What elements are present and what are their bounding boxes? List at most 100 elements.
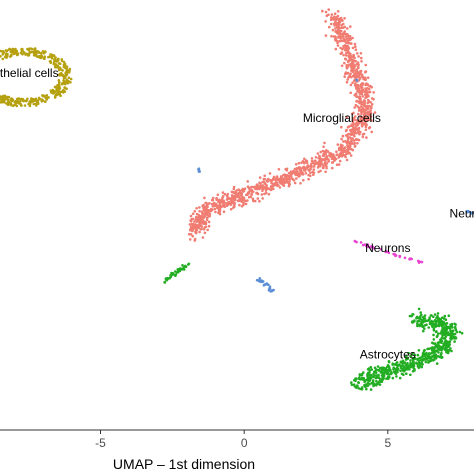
data-point	[57, 88, 60, 92]
data-point	[353, 93, 357, 97]
data-point	[353, 144, 357, 148]
data-point	[369, 388, 373, 391]
data-point	[325, 166, 328, 170]
data-point	[60, 68, 63, 71]
data-point	[352, 139, 356, 142]
data-point	[337, 19, 341, 23]
data-point	[205, 207, 208, 211]
data-point	[240, 198, 243, 201]
data-point	[365, 136, 368, 139]
data-point	[445, 327, 449, 330]
data-point	[352, 116, 356, 120]
data-point	[327, 159, 330, 163]
data-point	[238, 199, 241, 202]
data-point	[300, 172, 304, 176]
data-point	[189, 214, 193, 218]
data-point	[223, 205, 226, 209]
data-point	[32, 102, 36, 106]
data-point	[58, 62, 62, 65]
data-point	[366, 76, 370, 79]
data-point	[434, 324, 438, 328]
data-point	[353, 69, 356, 72]
data-point	[340, 29, 343, 33]
data-point	[341, 134, 345, 138]
data-point	[433, 342, 437, 345]
data-point	[386, 365, 389, 369]
data-point	[413, 353, 417, 357]
data-point	[398, 376, 402, 380]
data-point	[451, 330, 454, 333]
data-point	[346, 140, 349, 143]
cluster-endothelial-cells	[0, 47, 73, 108]
data-point	[310, 162, 313, 166]
data-point	[295, 167, 299, 170]
data-point	[338, 40, 341, 43]
data-point	[369, 376, 373, 380]
data-point	[364, 96, 367, 99]
data-point	[251, 197, 255, 200]
data-point	[343, 38, 347, 42]
data-point	[275, 175, 279, 178]
data-point	[268, 172, 272, 175]
data-point	[7, 95, 11, 99]
data-point	[335, 150, 338, 153]
data-point	[54, 94, 57, 98]
data-point	[357, 73, 360, 77]
data-point	[437, 351, 440, 354]
data-point	[64, 74, 68, 77]
data-point	[197, 167, 201, 170]
data-point	[466, 210, 469, 214]
data-point	[449, 329, 452, 332]
data-point	[9, 53, 13, 57]
data-point	[453, 340, 456, 343]
data-point	[417, 319, 421, 323]
data-point	[46, 96, 50, 99]
data-point	[321, 154, 325, 157]
data-point	[295, 177, 298, 180]
data-point	[346, 33, 349, 36]
data-point	[197, 215, 200, 219]
data-point	[433, 313, 437, 316]
data-point	[334, 47, 338, 51]
data-point	[361, 377, 364, 381]
data-point	[359, 105, 363, 108]
data-point	[354, 103, 358, 107]
data-point	[262, 284, 266, 287]
data-point	[30, 47, 34, 51]
data-point	[419, 260, 423, 264]
data-point	[203, 196, 206, 200]
data-point	[211, 196, 215, 200]
data-point	[370, 85, 374, 89]
data-point	[198, 206, 201, 209]
data-point	[368, 126, 372, 129]
data-point	[200, 227, 203, 231]
data-point	[189, 233, 193, 236]
data-point	[57, 81, 61, 84]
data-point	[419, 358, 423, 362]
data-point	[338, 33, 342, 36]
data-point	[411, 321, 414, 324]
data-point	[334, 37, 338, 40]
data-point	[372, 91, 376, 94]
data-point	[324, 20, 327, 23]
data-point	[207, 220, 211, 224]
data-point	[453, 337, 457, 340]
data-point	[169, 274, 172, 277]
data-point	[366, 118, 370, 122]
data-point	[365, 104, 369, 108]
data-point	[36, 55, 40, 58]
data-point	[344, 35, 348, 38]
data-point	[360, 56, 363, 60]
data-point	[67, 76, 71, 79]
data-point	[248, 189, 252, 192]
data-point	[346, 66, 349, 69]
data-point	[57, 57, 60, 61]
data-point	[34, 54, 37, 57]
data-point	[242, 203, 245, 207]
data-point	[325, 164, 328, 168]
data-point	[270, 186, 273, 190]
data-point	[312, 168, 316, 171]
data-point	[15, 50, 18, 53]
data-point	[36, 99, 39, 103]
data-point	[353, 134, 356, 138]
